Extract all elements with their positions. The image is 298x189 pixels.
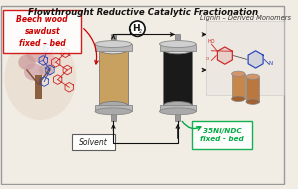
Circle shape [130,21,145,36]
Bar [159,44,196,51]
Bar [111,34,116,44]
Bar [99,50,128,105]
Bar [35,75,42,99]
Text: HO: HO [208,39,215,44]
Ellipse shape [40,53,56,67]
Ellipse shape [159,108,196,115]
Ellipse shape [232,96,245,101]
Text: 2: 2 [139,29,142,34]
Text: 35Ni/NDC
fixed - bed: 35Ni/NDC fixed - bed [200,128,244,142]
Bar [163,50,192,105]
Ellipse shape [39,64,53,77]
Ellipse shape [99,101,128,110]
Ellipse shape [163,46,192,54]
Bar [175,34,180,44]
Bar [95,105,132,111]
Bar [111,111,116,121]
Bar [232,74,245,99]
Bar [175,111,180,121]
Polygon shape [248,51,263,68]
Bar [95,44,132,51]
FancyBboxPatch shape [72,134,115,150]
Text: N: N [269,61,273,66]
Ellipse shape [95,41,132,47]
Ellipse shape [95,108,132,115]
Ellipse shape [26,43,47,62]
Ellipse shape [24,63,43,81]
FancyBboxPatch shape [3,10,81,53]
Text: O: O [206,57,209,61]
Ellipse shape [232,71,245,77]
FancyBboxPatch shape [1,6,284,184]
FancyBboxPatch shape [206,22,284,94]
Text: Flowthrought Reductive Catalytic Fractionation: Flowthrought Reductive Catalytic Fractio… [28,8,258,16]
Ellipse shape [18,54,35,70]
Text: Beech wood
sawdust
fixed – bed: Beech wood sawdust fixed – bed [16,15,68,48]
FancyBboxPatch shape [192,121,252,149]
Ellipse shape [246,99,260,104]
Bar [159,105,196,111]
Polygon shape [217,47,232,64]
Ellipse shape [163,101,192,110]
Ellipse shape [99,46,128,54]
Ellipse shape [4,35,76,120]
Text: Solvent: Solvent [79,138,108,146]
Ellipse shape [159,41,196,47]
Bar [246,77,260,102]
Text: Lignin – Derived Monomers: Lignin – Derived Monomers [200,15,291,21]
Ellipse shape [246,74,260,79]
Text: H: H [132,24,140,33]
